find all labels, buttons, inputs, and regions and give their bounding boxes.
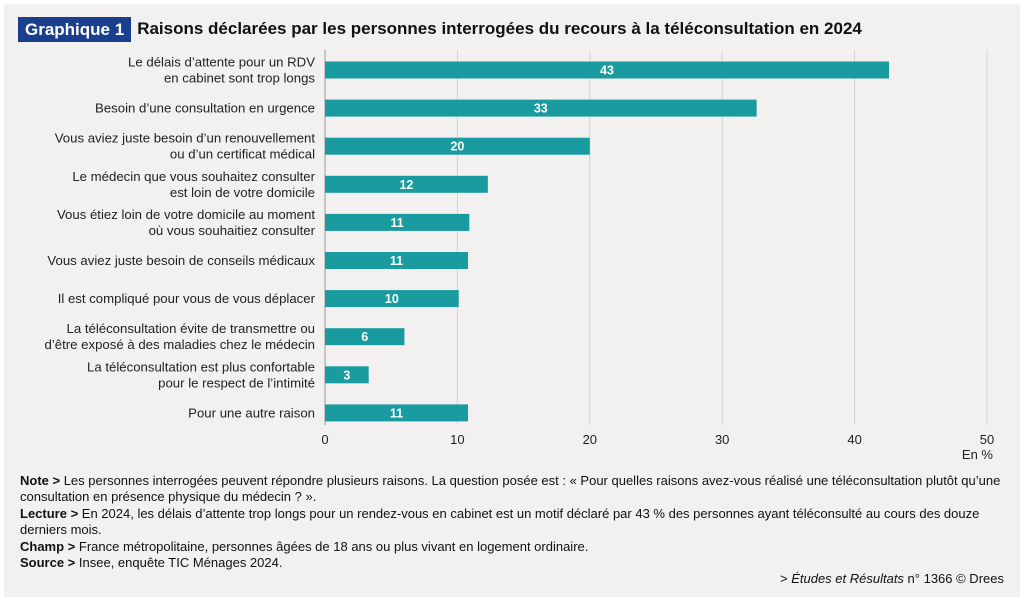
bar <box>325 290 459 308</box>
bar-value-label: 11 <box>390 254 403 268</box>
bar-value-label: 33 <box>534 102 548 116</box>
bar <box>325 366 369 384</box>
x-tick-label: 30 <box>715 432 729 447</box>
lecture-line: Lecture > En 2024, les délais d’attente … <box>20 505 980 538</box>
bar <box>325 213 470 231</box>
chart-title: Raisons déclarées par les personnes inte… <box>137 19 862 38</box>
note-line: Note > Les personnes interrogées peuvent… <box>20 473 1001 505</box>
category-label: Vous étiez loin de votre domicile au mom… <box>57 207 316 238</box>
category-label: La téléconsultation évite de transmettre… <box>45 321 316 352</box>
category-label: Vous aviez juste besoin de conseils médi… <box>47 253 315 268</box>
bar <box>325 404 468 422</box>
axis-unit-label: En % <box>962 447 994 462</box>
category-label: Pour une autre raison <box>188 405 315 420</box>
title-row: Graphique 1 Raisons déclarées par les pe… <box>18 16 862 42</box>
publication-credit: > Études et Résultats n° 1366 © Drees <box>779 571 1004 586</box>
notes-block: Note > Les personnes interrogées peuvent… <box>20 473 1010 571</box>
x-tick-label: 10 <box>450 432 464 447</box>
bar-value-label: 11 <box>390 406 403 420</box>
bar-value-label: 11 <box>391 216 404 230</box>
bar-value-label: 12 <box>399 178 413 192</box>
bar <box>325 99 757 117</box>
source-line: Source > Insee, enquête TIC Ménages 2024… <box>20 555 283 571</box>
category-label: Besoin d’une consultation en urgence <box>95 101 315 116</box>
x-tick-label: 20 <box>583 432 597 447</box>
x-tick-label: 0 <box>321 432 328 447</box>
bar-value-label: 43 <box>600 64 614 78</box>
category-label: Il est compliqué pour vous de vous dépla… <box>58 291 316 306</box>
bar <box>325 252 468 269</box>
category-label: La téléconsultation est plus confortable… <box>87 359 315 390</box>
figure-panel: Graphique 1 Raisons déclarées par les pe… <box>4 4 1020 597</box>
category-label: Le médecin que vous souhaitez consulter e… <box>72 169 315 200</box>
bar-value-label: 20 <box>450 140 464 154</box>
bar <box>325 328 405 346</box>
category-label: Le délais d’attente pour un RDV en cabine… <box>128 55 315 86</box>
bar-value-label: 10 <box>385 292 399 306</box>
bar <box>325 61 890 79</box>
bar <box>325 175 488 193</box>
figure-badge: Graphique 1 <box>18 16 132 42</box>
champ-line: Champ > France métropolitaine, personnes… <box>20 538 589 554</box>
category-label: Vous aviez juste besoin d’un renouvellem… <box>55 131 316 162</box>
bar <box>325 137 590 155</box>
bar-value-label: 6 <box>361 330 368 344</box>
x-tick-label: 40 <box>847 432 861 447</box>
bar-value-label: 3 <box>343 368 350 382</box>
x-tick-label: 50 <box>980 432 994 447</box>
